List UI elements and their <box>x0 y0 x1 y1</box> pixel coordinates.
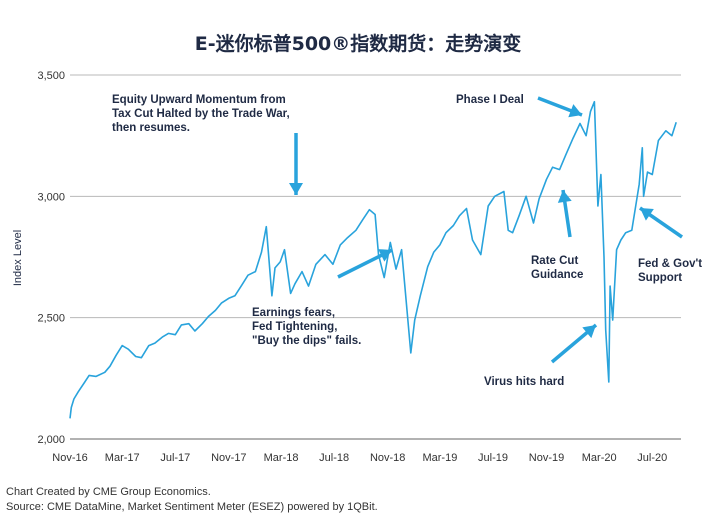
y-tick-label: 2,500 <box>37 313 65 325</box>
annotation-arrowhead <box>640 208 654 221</box>
x-tick-label: Nov-17 <box>211 452 246 464</box>
grid <box>70 74 681 440</box>
x-tick-label: Jul-20 <box>637 452 667 464</box>
annotation-arrowhead <box>568 104 582 118</box>
series-line <box>69 100 677 419</box>
x-tick-label: Nov-18 <box>370 452 405 464</box>
axes: 2,000 2,500 3,000 3,500 Nov-16 Mar-17 Jul-17 No… <box>37 70 667 464</box>
annotation-arrowhead <box>582 325 596 339</box>
annotation-label: Rate Cut Guidance <box>531 255 583 281</box>
footer-source: Source: CME DataMine, Market Sentiment M… <box>6 501 378 513</box>
x-tick-label: Mar-18 <box>264 452 299 464</box>
footer-credit: Chart Created by CME Group Economics. <box>6 486 211 498</box>
x-tick-label: Mar-19 <box>422 452 457 464</box>
annotation-arrowhead <box>557 190 572 203</box>
annotation-label: Virus hits hard <box>484 376 564 388</box>
x-tick-label: Mar-20 <box>582 452 617 464</box>
y-axis-label: Index Level <box>12 230 24 286</box>
annotation-arrowhead <box>378 249 392 262</box>
annotation-arrowhead <box>289 183 303 195</box>
x-tick-label: Mar-17 <box>105 452 140 464</box>
chart-title: E-迷你标普500®指数期货：走势演变 <box>195 32 522 55</box>
x-tick-label: Jul-19 <box>478 452 508 464</box>
x-tick-label: Nov-19 <box>529 452 564 464</box>
annotations: Equity Upward Momentum from Tax Cut Halte… <box>112 94 702 388</box>
annotation-label: Earnings fears, Fed Tightening, "Buy the d… <box>252 307 361 347</box>
y-tick-label: 3,000 <box>37 191 65 203</box>
x-tick-label: Jul-18 <box>319 452 349 464</box>
x-tick-label: Jul-17 <box>160 452 190 464</box>
annotation-label: Equity Upward Momentum from Tax Cut Halte… <box>112 94 290 134</box>
x-tick-label: Nov-16 <box>52 452 87 464</box>
annotation-label: Fed & Gov't Support <box>638 258 702 284</box>
y-tick-label: 3,500 <box>37 70 65 82</box>
series-layer <box>69 100 677 419</box>
y-tick-label: 2,000 <box>37 434 65 446</box>
annotation-label: Phase I Deal <box>456 94 524 106</box>
